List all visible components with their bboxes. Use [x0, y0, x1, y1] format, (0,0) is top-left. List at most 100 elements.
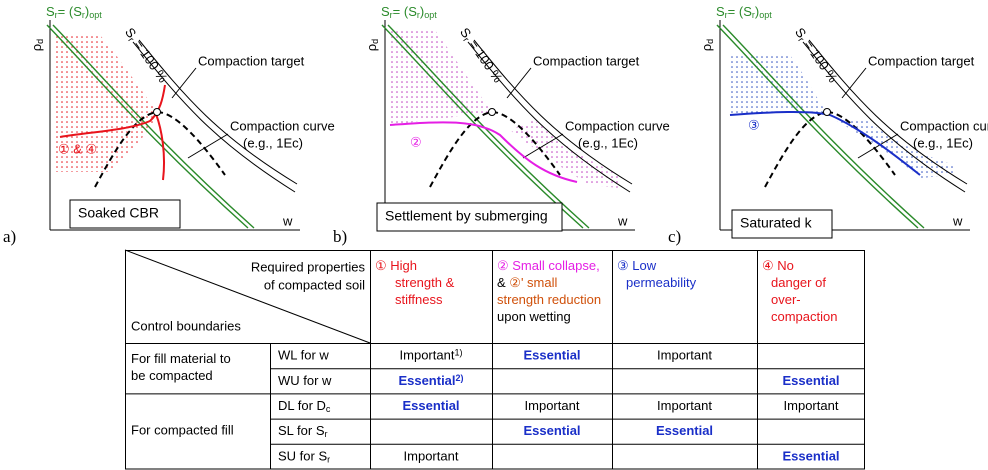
boundary-label: WL for w: [278, 348, 329, 363]
cell: Essential: [656, 424, 713, 439]
cell-text: Essential: [523, 424, 580, 439]
cell: Essential2): [398, 373, 463, 389]
boundary-label-part: r: [327, 454, 330, 464]
panel-letter: b): [333, 227, 347, 246]
column-header: ② Small collapse,: [497, 258, 600, 273]
cell: Important: [657, 398, 712, 413]
property-curve: [389, 121, 578, 183]
compaction-curve: [94, 110, 226, 188]
label-box: [376, 202, 563, 232]
sr-opt-label-part: r: [417, 10, 420, 20]
sr-100-label-part: = 100 %: [463, 35, 505, 86]
target-label: Compaction target: [198, 53, 305, 68]
column-header: danger of: [771, 275, 826, 290]
compaction-curve: [764, 110, 896, 188]
sr-100-line: [802, 41, 966, 193]
y-label-part: d: [370, 39, 380, 44]
optimum-point: [153, 108, 161, 116]
property-curve: [155, 113, 166, 181]
curve-label: Compaction curve: [565, 118, 670, 133]
sr-100-label-part: = 100 %: [128, 35, 170, 86]
cell-text: Essential: [398, 373, 455, 388]
cell-text: Essential: [656, 424, 713, 439]
sr-opt-label-part: r: [752, 10, 755, 20]
leader: [171, 67, 197, 99]
region: [390, 30, 620, 188]
group-label: For compacted fill: [131, 423, 234, 438]
header-segment: upon wetting: [497, 309, 571, 324]
cell-text: Important: [657, 398, 712, 413]
target-label: Compaction target: [868, 53, 975, 68]
y-label: ρd: [29, 39, 44, 51]
optimum-point: [488, 108, 496, 116]
cell-note: 2): [456, 373, 464, 383]
cell-note: 1): [454, 347, 462, 357]
y-label-part: ρ: [364, 44, 379, 51]
group-label: For fill material to: [131, 351, 231, 366]
box-label: Soaked CBR: [78, 205, 159, 221]
cell-text: Essential: [402, 398, 459, 413]
sr-opt-label-part: S: [716, 4, 725, 19]
header-segment: strength reduction: [497, 292, 601, 307]
header-segment: strength &: [395, 275, 455, 290]
cell: Important: [525, 398, 580, 413]
cell: Essential: [402, 398, 459, 413]
header-segment: permeability: [626, 275, 697, 290]
column-header: & ②' small: [497, 275, 557, 290]
sr-opt-label-part: ): [755, 4, 759, 19]
sr-opt-label-part: r: [55, 10, 58, 20]
leader: [857, 133, 899, 159]
sr-opt-line: [387, 24, 590, 229]
header-segment: ④ No: [762, 258, 794, 273]
column-header: ③ Low: [617, 258, 657, 273]
cell: Essential: [523, 348, 580, 363]
panel-letter: c): [668, 227, 681, 246]
sr-opt-line: [716, 24, 919, 229]
sr-opt-label-part: r: [390, 10, 393, 20]
group-label: be compacted: [131, 368, 213, 383]
corner-label: of compacted soil: [264, 277, 365, 292]
header-segment: ② Small collapse,: [497, 258, 600, 273]
curve-label: (e.g., 1Ec): [578, 135, 638, 150]
region: [730, 55, 955, 178]
cell: Essential: [523, 424, 580, 439]
property-curve: [729, 110, 921, 176]
corner-label: Control boundaries: [131, 318, 241, 333]
column-header: compaction: [771, 309, 837, 324]
table-border: [125, 250, 865, 470]
cell-text: Important: [525, 398, 580, 413]
sr-opt-line: [46, 24, 249, 229]
column-header: over-: [771, 292, 801, 307]
box-label: Settlement by submerging: [385, 208, 548, 224]
boundary-label-part: SL for S: [278, 424, 325, 439]
sr-opt-label-part: r: [82, 10, 85, 20]
sr-opt-label: Sr= (Sr)opt: [381, 4, 437, 19]
x-label: w: [617, 213, 628, 228]
boundary-label-part: c: [326, 404, 331, 414]
cell-text: Essential: [782, 373, 839, 388]
y-label-part: ρ: [29, 44, 44, 51]
panel-letter: a): [3, 227, 16, 246]
cell-text: Important: [657, 348, 712, 363]
column-header: strength &: [395, 275, 455, 290]
column-header: ④ No: [762, 258, 794, 273]
label-box: [731, 209, 833, 239]
sr-opt-line: [722, 24, 925, 229]
sr-opt-label-part: S: [381, 4, 390, 19]
header-segment: stiffness: [395, 292, 443, 307]
sr-opt-label-part: = (S: [728, 4, 753, 19]
cell-text: Important: [400, 348, 455, 363]
column-header: ① High: [375, 258, 417, 273]
boundary-label: DL for Dc: [278, 398, 331, 413]
leader: [506, 67, 532, 99]
y-label-part: ρ: [699, 44, 714, 51]
leader: [841, 67, 867, 99]
sr-opt-label-part: ): [85, 4, 89, 19]
cell: Essential: [782, 373, 839, 388]
header-segment: ① High: [375, 258, 417, 273]
header-segment: ②' small: [509, 275, 557, 290]
sr-100-label-part: r: [127, 35, 137, 43]
